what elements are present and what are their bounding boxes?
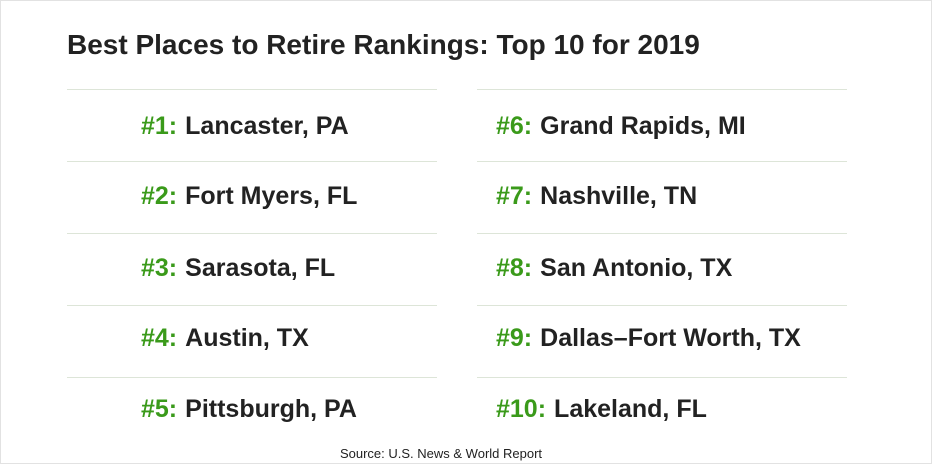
title: Best Places to Retire Rankings: Top 10 f… [67,29,700,60]
divider [67,305,437,306]
divider [67,161,437,162]
place: Lancaster, PA [185,112,349,140]
divider [477,89,847,90]
rank: #7: [496,182,533,210]
rank: #5: [141,395,178,423]
place: San Antonio, TX [540,254,733,282]
rank: #9: [496,324,533,352]
ranking-item: #2: Fort Myers, FL [141,181,357,211]
rank: #4: [141,324,178,352]
divider [477,305,847,306]
ranking-item: #4: Austin, TX [141,323,309,353]
ranking-item: #7: Nashville, TN [496,181,697,211]
rank: #6: [496,112,533,140]
place: Dallas–Fort Worth, TX [540,324,801,352]
rank: #3: [141,254,178,282]
rank: #8: [496,254,533,282]
ranking-item: #3: Sarasota, FL [141,253,335,283]
ranking-item: #8: San Antonio, TX [496,253,732,283]
place: Lakeland, FL [554,395,707,423]
divider [477,233,847,234]
ranking-item: #10: Lakeland, FL [496,394,707,424]
ranking-item: #6: Grand Rapids, MI [496,111,746,141]
place: Grand Rapids, MI [540,112,746,140]
ranking-item: #9: Dallas–Fort Worth, TX [496,323,801,353]
divider [477,377,847,378]
divider [67,377,437,378]
place: Nashville, TN [540,182,698,210]
place: Fort Myers, FL [185,182,358,210]
rank: #1: [141,112,178,140]
divider [67,89,437,90]
place: Pittsburgh, PA [185,395,357,423]
divider [67,233,437,234]
rank: #2: [141,182,178,210]
source: Source: U.S. News & World Report [339,446,543,461]
divider [477,161,847,162]
place: Sarasota, FL [185,254,336,282]
place: Austin, TX [185,324,309,352]
ranking-item: #5: Pittsburgh, PA [141,394,357,424]
ranking-item: #1: Lancaster, PA [141,111,349,141]
rank: #10: [496,395,547,423]
